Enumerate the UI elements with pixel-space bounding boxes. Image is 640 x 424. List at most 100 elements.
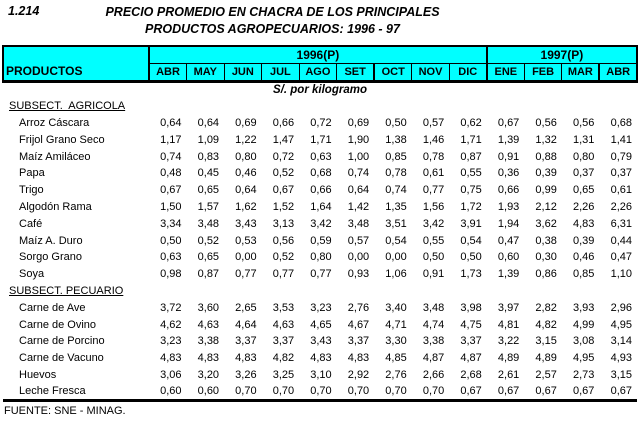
price-cell: 0,85 [385, 150, 407, 163]
product-row: Leche Fresca 0,60 0,60 0,70 0,70 0,70 0,70 0,70… [3, 383, 637, 402]
price-cell: 0,56 [535, 116, 557, 129]
price-cell: 0,70 [336, 383, 375, 402]
price-cell: 1,52 [272, 200, 295, 213]
price-cell: 4,65 [310, 318, 332, 331]
price-cell: 0,69 [347, 116, 370, 129]
price-cell: 0,53 [235, 234, 257, 247]
price-cell: 0,61 [610, 184, 632, 197]
price-cell: 1,56 [422, 200, 445, 213]
price-cell: 4,87 [422, 352, 445, 365]
price-cell: 0,65 [197, 184, 220, 197]
price-cell: 0,98 [160, 268, 182, 281]
price-cell: 4,83 [160, 352, 182, 365]
price-cell: 1,64 [310, 200, 332, 213]
price-cell: 3,38 [197, 335, 220, 348]
price-cell: 3,30 [385, 335, 407, 348]
price-cell: 0,78 [422, 150, 445, 163]
price-cell: 0,69 [235, 116, 257, 129]
price-cell: 0,39 [572, 234, 595, 247]
year-header-row: PRODUCTOS 1996(P) 1997(P) [2, 45, 639, 83]
price-cell: 0,52 [272, 251, 295, 264]
price-cell: 3,48 [347, 217, 370, 230]
price-cell: 4,83 [572, 217, 595, 230]
price-cell: 3,40 [385, 301, 407, 314]
price-cell: 4,83 [310, 352, 332, 365]
product-row: Sorgo Grano 0,63 0,65 0,00 0,52 0,80 0,00 0,00 0… [3, 249, 637, 266]
price-cell: 0,50 [160, 234, 182, 247]
price-cell: 0,87 [197, 268, 220, 281]
price-cell: 0,68 [610, 116, 632, 129]
product-name-cell: Café [19, 217, 43, 230]
price-cell: 0,61 [422, 167, 445, 180]
price-cell: 0,67 [497, 116, 520, 129]
table-index-number: 1.214 [8, 4, 40, 18]
price-cell: 1,90 [347, 133, 370, 146]
price-cell: 4,93 [610, 352, 632, 365]
price-cell: 1,39 [497, 268, 520, 281]
price-cell: 0,60 [186, 383, 225, 402]
price-cell: 2,73 [572, 368, 595, 381]
price-cell: 0,56 [272, 234, 295, 247]
price-cell: 0,67 [272, 184, 295, 197]
price-cell: 0,91 [497, 150, 520, 163]
price-cell: 0,50 [385, 116, 407, 129]
section-label: SUBSECT. AGRICOLA [9, 100, 126, 113]
price-cell: 3,13 [272, 217, 295, 230]
product-name-cell: Maíz A. Duro [19, 234, 83, 247]
price-cell: 0,63 [310, 150, 332, 163]
price-cell: 3,91 [460, 217, 482, 230]
price-cell: 0,74 [347, 167, 370, 180]
price-cell: 0,85 [572, 268, 595, 281]
price-cell: 4,89 [497, 352, 520, 365]
month-header-abr-12: ABR [598, 62, 638, 83]
price-cell: 0,74 [385, 184, 407, 197]
price-cell: 0,50 [460, 251, 482, 264]
price-cell: 0,55 [460, 167, 482, 180]
price-cell: 1,57 [197, 200, 220, 213]
product-name-cell: Arroz Cáscara [19, 116, 90, 129]
price-cell: 0,65 [572, 184, 595, 197]
product-name-cell: Maíz Amiláceo [19, 150, 91, 163]
price-cell: 3,23 [160, 335, 182, 348]
month-header-dic-8: DIC [448, 62, 488, 83]
price-cell: 0,44 [610, 234, 632, 247]
year-1996-header: 1996(P) [148, 45, 488, 64]
product-row: Carne de Ovino 4,62 4,63 4,64 4,63 4,65 4,67 4,… [3, 316, 637, 333]
product-row: Arroz Cáscara 0,64 0,64 0,69 0,66 0,72 0,69 0,5… [3, 115, 637, 132]
price-cell: 0,77 [422, 184, 445, 197]
price-cell: 3,34 [160, 217, 182, 230]
product-name-cell: Carne de Ovino [19, 318, 97, 331]
year-1997-header: 1997(P) [485, 45, 639, 64]
month-header-ago-4: AGO [298, 62, 338, 83]
price-cell: 4,95 [610, 318, 632, 331]
price-cell: 3,08 [572, 335, 595, 348]
price-cell: 3,38 [422, 335, 445, 348]
price-cell: 0,60 [149, 383, 187, 402]
month-header-oct-6: OCT [373, 62, 413, 83]
product-name-cell: Leche Fresca [3, 383, 149, 402]
price-cell: 0,00 [347, 251, 370, 264]
month-header-jun-2: JUN [223, 62, 263, 83]
price-cell: 2,66 [422, 368, 445, 381]
price-cell: 1,22 [235, 133, 257, 146]
price-cell: 0,54 [385, 234, 407, 247]
price-cell: 4,89 [535, 352, 557, 365]
price-cell: 0,65 [197, 251, 220, 264]
product-name-cell: Soya [19, 268, 45, 281]
price-cell: 0,74 [160, 150, 182, 163]
price-cell: 0,79 [610, 150, 632, 163]
price-cell: 1,32 [535, 133, 557, 146]
price-cell: 4,99 [572, 318, 595, 331]
price-cell: 0,46 [235, 167, 257, 180]
price-cell: 4,63 [197, 318, 220, 331]
price-cell: 2,96 [610, 301, 632, 314]
price-cell: 0,30 [535, 251, 557, 264]
page-title-line-1: PRECIO PROMEDIO EN CHACRA DE LOS PRINCIP… [105, 5, 440, 19]
month-header-nov-7: NOV [411, 62, 450, 83]
price-cell: 1,35 [385, 200, 407, 213]
price-cell: 1,38 [385, 133, 407, 146]
price-cell: 0,72 [310, 116, 332, 129]
product-row: Trigo 0,67 0,65 0,64 0,67 0,66 0,64 0,74 0,77 0,7… [3, 182, 637, 199]
product-row: Carne de Ave 3,72 3,60 2,65 3,53 3,23 2,76 3,40… [3, 299, 637, 316]
price-cell: 1,06 [385, 268, 407, 281]
